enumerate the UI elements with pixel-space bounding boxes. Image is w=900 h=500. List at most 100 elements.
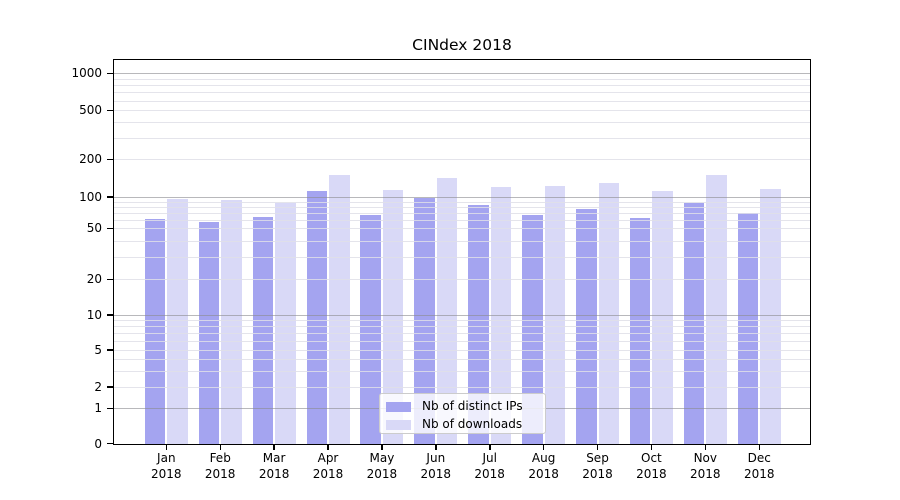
major-gridline — [114, 315, 810, 316]
y-tick-mark — [107, 314, 113, 316]
plot-area: 0 1 2 5 10 20 50 100 200 500 1000 Jan 2018 Feb 2018 Ma… — [71, 59, 811, 481]
bar-downloads-may — [382, 189, 404, 444]
minor-gridline — [114, 240, 810, 242]
bar-distinct-ips-feb — [198, 221, 220, 444]
minor-gridline — [114, 228, 810, 230]
x-tick-mark — [650, 444, 653, 450]
x-tick-label-dec: Dec 2018 — [744, 451, 775, 481]
legend-label-downloads: Nb of downloads — [422, 417, 523, 431]
x-tick-label-oct: Oct 2018 — [636, 451, 667, 481]
x-tick-mark — [381, 444, 383, 450]
bar-distinct-ips-jan — [144, 219, 166, 444]
x-tick-label-jan: Jan 2018 — [151, 451, 182, 481]
y-tick-mark — [107, 109, 113, 112]
bar-downloads-jan — [167, 199, 188, 444]
x-tick-mark — [165, 444, 168, 450]
bar-downloads-oct — [652, 191, 673, 444]
minor-gridline — [114, 326, 810, 328]
bar-distinct-ips-apr — [306, 191, 327, 444]
y-tick-label: 500 — [79, 103, 102, 118]
major-gridline — [114, 73, 810, 75]
x-tick-label-mar: Mar 2018 — [258, 451, 290, 481]
x-tick-mark — [219, 444, 221, 450]
x-tick-mark — [489, 444, 491, 450]
y-tick-label: 1 — [94, 401, 102, 416]
minor-gridline — [114, 220, 810, 221]
x-tick-label-may: May 2018 — [366, 451, 398, 481]
x-tick-mark — [273, 444, 275, 450]
y-tick-label: 20 — [86, 272, 102, 287]
y-tick-label: 200 — [79, 152, 102, 167]
minor-gridline — [114, 110, 810, 112]
x-tick-label-aug: Aug 2018 — [528, 451, 559, 481]
bar-downloads-apr — [329, 175, 350, 444]
y-tick-label: 0 — [94, 436, 102, 451]
x-tick-mark — [435, 444, 437, 450]
bar-distinct-ips-oct — [629, 217, 651, 444]
legend: Nb of distinct IPs Nb of downloads — [379, 393, 546, 434]
x-tick-mark — [758, 444, 761, 450]
bar-downloads-sep — [598, 183, 619, 444]
bar-downloads-nov — [706, 174, 727, 444]
y-tick-mark — [107, 158, 113, 161]
bar-downloads-jun — [436, 178, 458, 444]
bar-distinct-ips-nov — [683, 203, 705, 444]
bar-distinct-ips-jul — [468, 205, 489, 444]
legend-swatch-distinct-ips — [386, 401, 411, 412]
bar-downloads-mar — [275, 202, 296, 444]
minor-gridline — [114, 159, 810, 161]
y-tick-mark — [107, 442, 113, 445]
minor-gridline — [114, 201, 810, 203]
minor-gridline — [114, 100, 810, 102]
x-tick-label-jul: Jul 2018 — [474, 451, 505, 481]
y-tick-label: 1000 — [71, 66, 102, 81]
x-tick-mark — [542, 444, 545, 450]
minor-gridline — [114, 206, 810, 208]
bar-distinct-ips-mar — [252, 217, 274, 444]
bar-downloads-feb — [221, 200, 242, 444]
y-tick-label: 100 — [79, 189, 102, 204]
y-tick-mark — [107, 349, 113, 351]
minor-gridline — [114, 370, 810, 372]
minor-gridline — [114, 358, 810, 360]
y-tick-mark — [107, 72, 113, 74]
minor-gridline — [114, 350, 810, 351]
y-tick-mark — [107, 407, 113, 410]
x-tick-label-sep: Sep 2018 — [582, 451, 613, 481]
y-tick-mark — [107, 386, 113, 388]
legend-item-downloads: Nb of downloads — [386, 416, 539, 433]
bar-downloads-dec — [760, 188, 781, 444]
minor-gridline — [114, 279, 810, 281]
y-tick-label: 2 — [94, 379, 102, 394]
y-tick-mark — [107, 278, 113, 281]
y-tick-label: 5 — [94, 343, 102, 357]
x-tick-label-feb: Feb 2018 — [204, 451, 236, 481]
bar-distinct-ips-dec — [737, 213, 759, 444]
minor-gridline — [114, 85, 810, 87]
legend-label-distinct-ips: Nb of distinct IPs — [422, 399, 523, 413]
minor-gridline — [114, 92, 810, 94]
minor-gridline — [114, 340, 810, 342]
minor-gridline — [114, 386, 810, 388]
major-gridline — [114, 196, 810, 198]
y-tick-label: 10 — [86, 308, 102, 322]
minor-gridline — [114, 122, 810, 124]
x-tick-mark — [704, 444, 707, 450]
y-tick-mark — [107, 227, 113, 230]
x-tick-mark — [327, 444, 329, 450]
legend-item-distinct-ips: Nb of distinct IPs — [386, 398, 539, 415]
minor-gridline — [114, 137, 810, 139]
y-tick-mark — [107, 196, 113, 198]
y-tick-label: 50 — [86, 221, 102, 236]
minor-gridline — [114, 320, 810, 322]
x-tick-label-jun: Jun 2018 — [420, 451, 452, 481]
minor-gridline — [114, 78, 810, 80]
legend-swatch-downloads — [386, 419, 411, 430]
x-tick-label-nov: Nov 2018 — [690, 451, 721, 481]
chart-title: CINdex 2018 — [412, 36, 512, 54]
minor-gridline — [114, 213, 810, 214]
x-tick-label-apr: Apr 2018 — [312, 451, 344, 481]
minor-gridline — [114, 256, 810, 258]
bar-distinct-ips-may — [360, 215, 381, 444]
